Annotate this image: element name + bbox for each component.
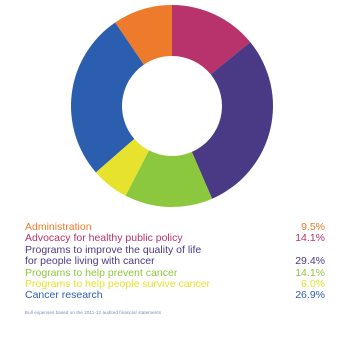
donut-slice	[70, 22, 144, 173]
legend-label: Programs to help people survive cancer	[25, 278, 211, 291]
legend-label: Programs to improve the quality of life …	[25, 243, 202, 268]
legend-label: Cancer research	[25, 289, 103, 302]
legend-row-survive-cancer: Programs to help people survive cancer 6…	[25, 278, 325, 291]
donut-slice	[95, 138, 150, 196]
legend-row-prevent-cancer: Programs to help prevent cancer 14.1%	[25, 266, 325, 279]
legend-value: 29.4%	[295, 255, 325, 268]
legend-row-quality-of-life: Programs to improve the quality of life …	[25, 243, 325, 268]
legend-value: 26.9%	[295, 289, 325, 302]
legend-label: Administration	[25, 221, 92, 233]
legend-row-administration: Administration 9.5%	[25, 221, 325, 233]
legend-value: 6.0%	[301, 278, 325, 291]
donut-slice	[115, 5, 172, 65]
donut-chart	[70, 5, 274, 207]
legend-label: Advocacy for healthy public policy	[25, 232, 183, 245]
footnote: Bull expenses based on the 2011-12 audit…	[25, 310, 162, 315]
donut-slice	[125, 150, 213, 207]
legend-value: 14.1%	[295, 266, 325, 279]
legend-value: 9.5%	[301, 221, 325, 233]
donut-slice	[191, 42, 274, 199]
donut-slice	[172, 5, 251, 75]
chart-legend: Administration 9.5% Advocacy for healthy…	[25, 221, 325, 302]
legend-value: 14.1%	[295, 232, 325, 245]
legend-label: Programs to help prevent cancer	[25, 266, 178, 279]
legend-row-advocacy: Advocacy for healthy public policy 14.1%	[25, 232, 325, 245]
legend-row-cancer-research: Cancer research 26.9%	[25, 289, 325, 302]
